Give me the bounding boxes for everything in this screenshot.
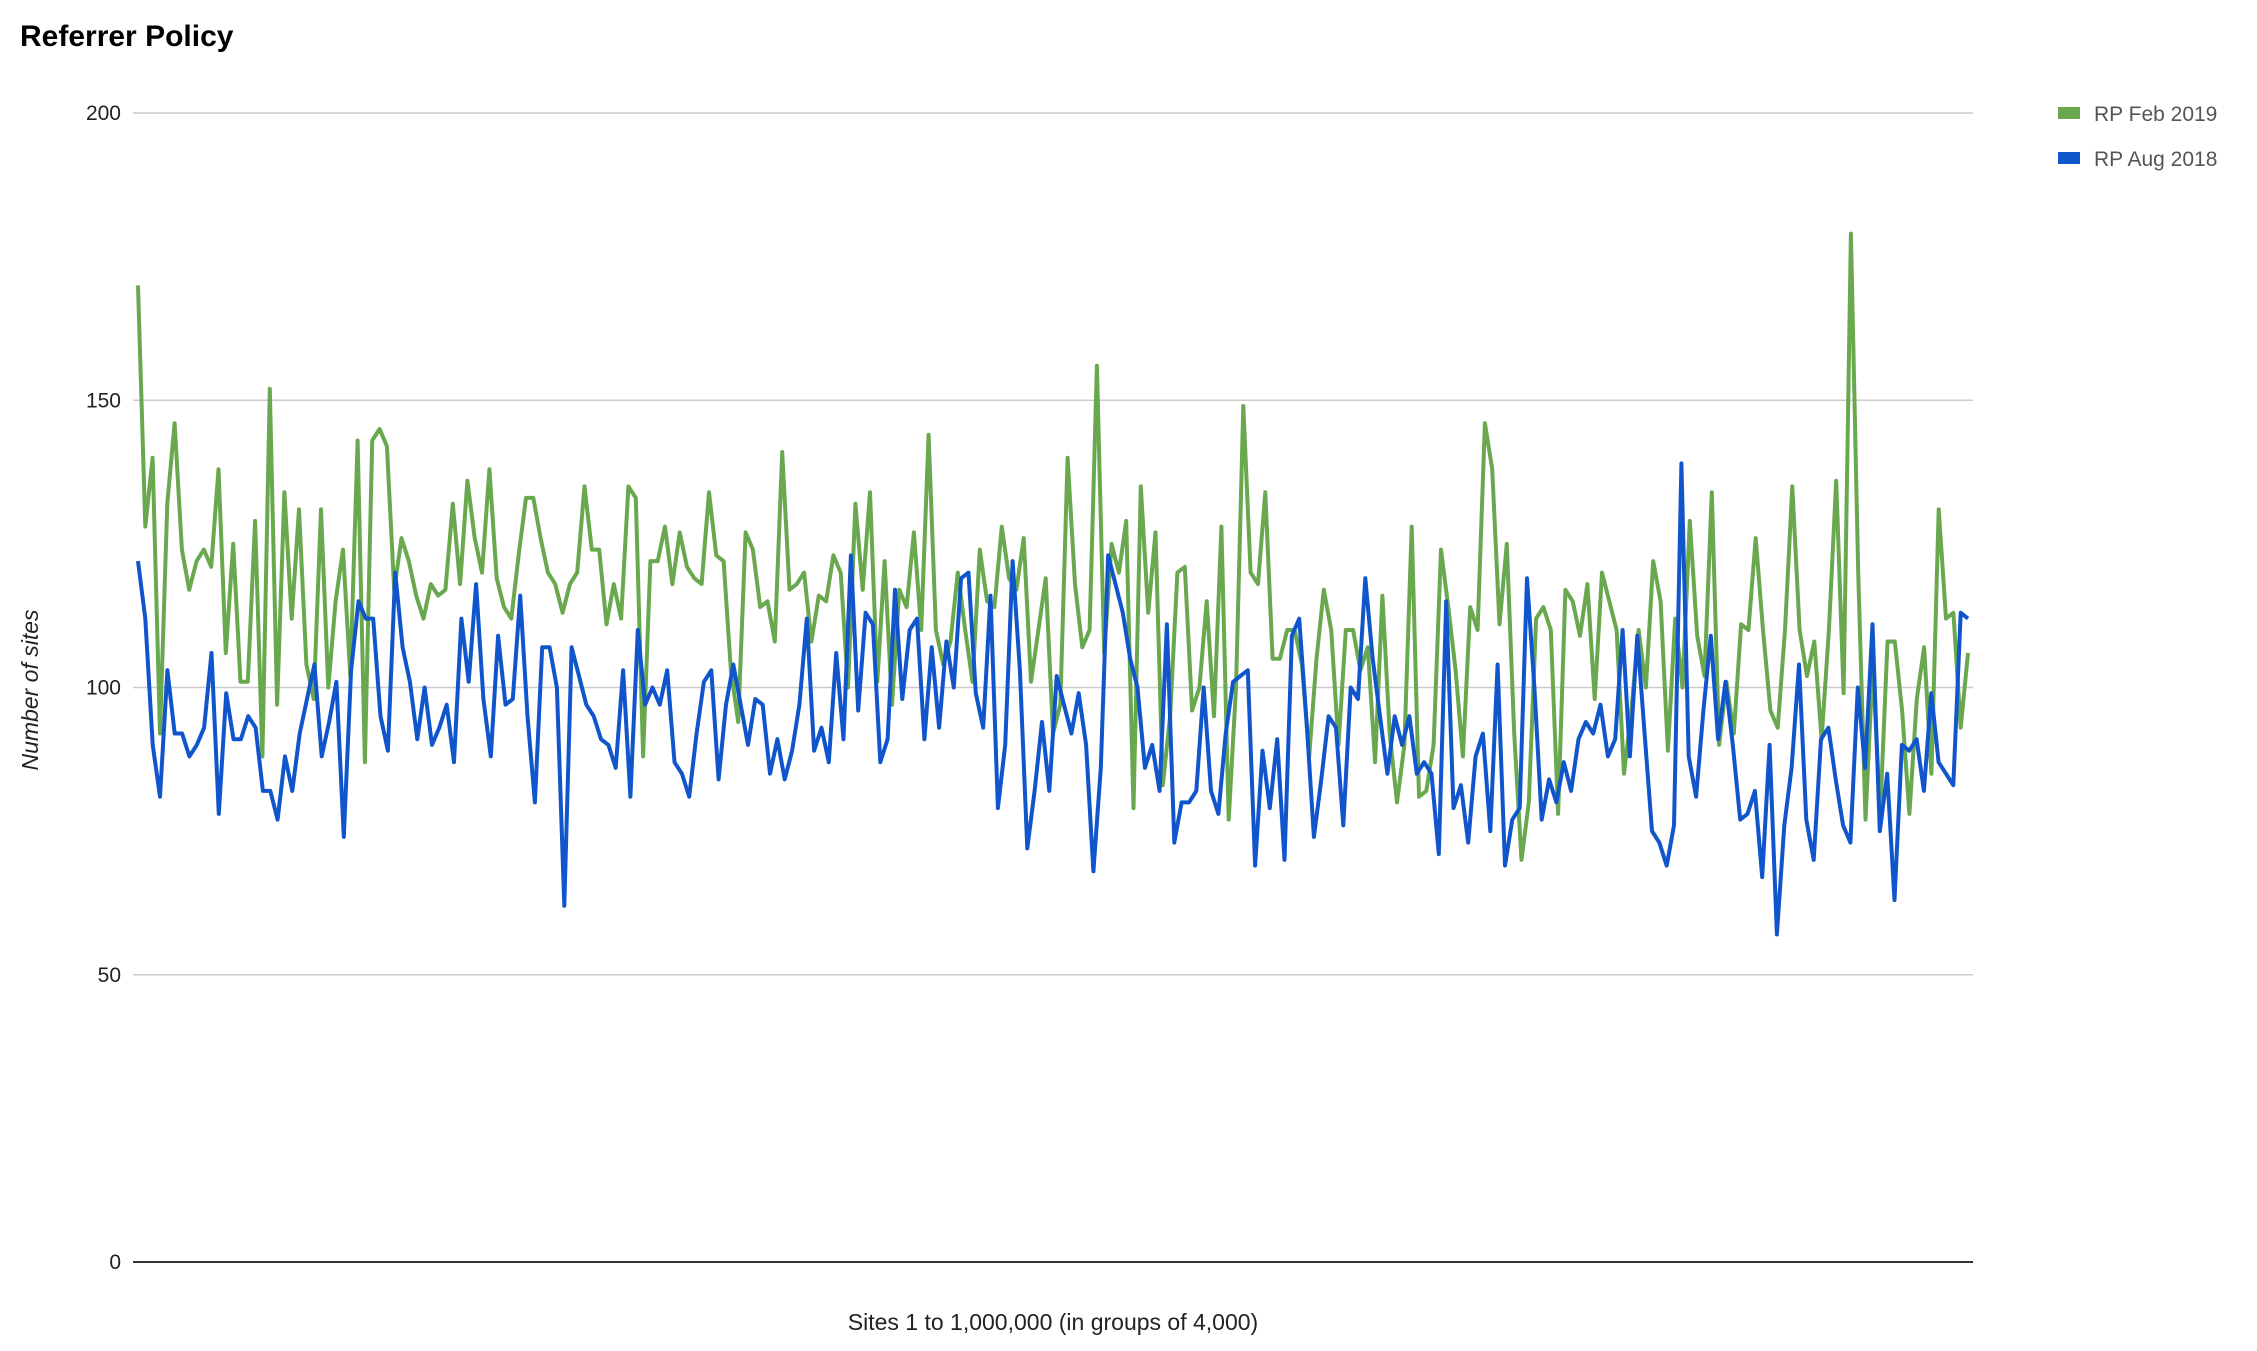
series-line-rp-aug-2018 bbox=[136, 461, 1970, 937]
chart-title: Referrer Policy bbox=[20, 20, 234, 53]
y-tick-label: 100 bbox=[86, 677, 121, 700]
legend-label: RP Aug 2018 bbox=[2094, 148, 2217, 171]
legend-swatch bbox=[2058, 107, 2080, 119]
y-axis-title: Number of sites bbox=[17, 609, 43, 771]
y-tick-label: 50 bbox=[98, 964, 121, 987]
y-tick-label: 150 bbox=[86, 389, 121, 412]
series-line-rp-feb-2019 bbox=[136, 231, 1970, 862]
y-tick-label: 0 bbox=[109, 1251, 121, 1274]
legend-swatch bbox=[2058, 152, 2080, 164]
legend-label: RP Feb 2019 bbox=[2094, 103, 2217, 126]
y-axis-ticks: 0 50 100 150 200 bbox=[86, 102, 121, 1274]
x-axis-title: Sites 1 to 1,000,000 (in groups of 4,000… bbox=[848, 1309, 1258, 1335]
legend: RP Feb 2019 RP Aug 2018 bbox=[2058, 103, 2217, 171]
gridlines bbox=[133, 112, 1973, 976]
series-lines bbox=[136, 231, 1970, 937]
y-tick-label: 200 bbox=[86, 102, 121, 125]
